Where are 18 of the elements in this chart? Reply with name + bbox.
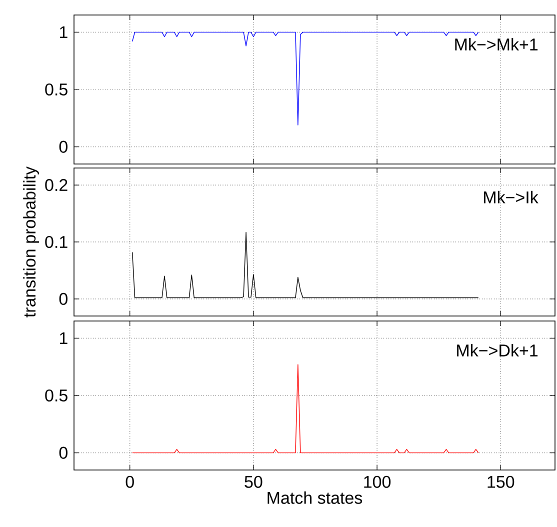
- annotation: Mk−>Ik: [484, 190, 538, 204]
- y-tick-label: 1: [60, 332, 68, 344]
- y-tick-label: 0: [59, 292, 68, 305]
- y-tick-label: 0: [59, 446, 68, 459]
- annotation: Mk−>Mk+1: [455, 38, 538, 50]
- x-tick-label: 50: [244, 476, 262, 488]
- annotation: Mk−>Dk+1: [457, 344, 538, 356]
- y-tick-label: 0.2: [45, 179, 68, 192]
- y-tick-label: 0.5: [45, 83, 68, 96]
- y-tick-label: 1: [60, 26, 68, 38]
- x-tick-label: 100: [364, 476, 391, 488]
- x-tick-label: 150: [488, 476, 514, 488]
- y-tick-label: 0.1: [45, 236, 68, 248]
- x-tick-label: 0: [126, 476, 134, 488]
- y-axis-title: transition probability: [23, 166, 39, 318]
- y-tick-label: 0: [59, 140, 68, 153]
- x-axis-title: Match states: [268, 491, 362, 504]
- y-tick-label: 0.5: [45, 389, 68, 402]
